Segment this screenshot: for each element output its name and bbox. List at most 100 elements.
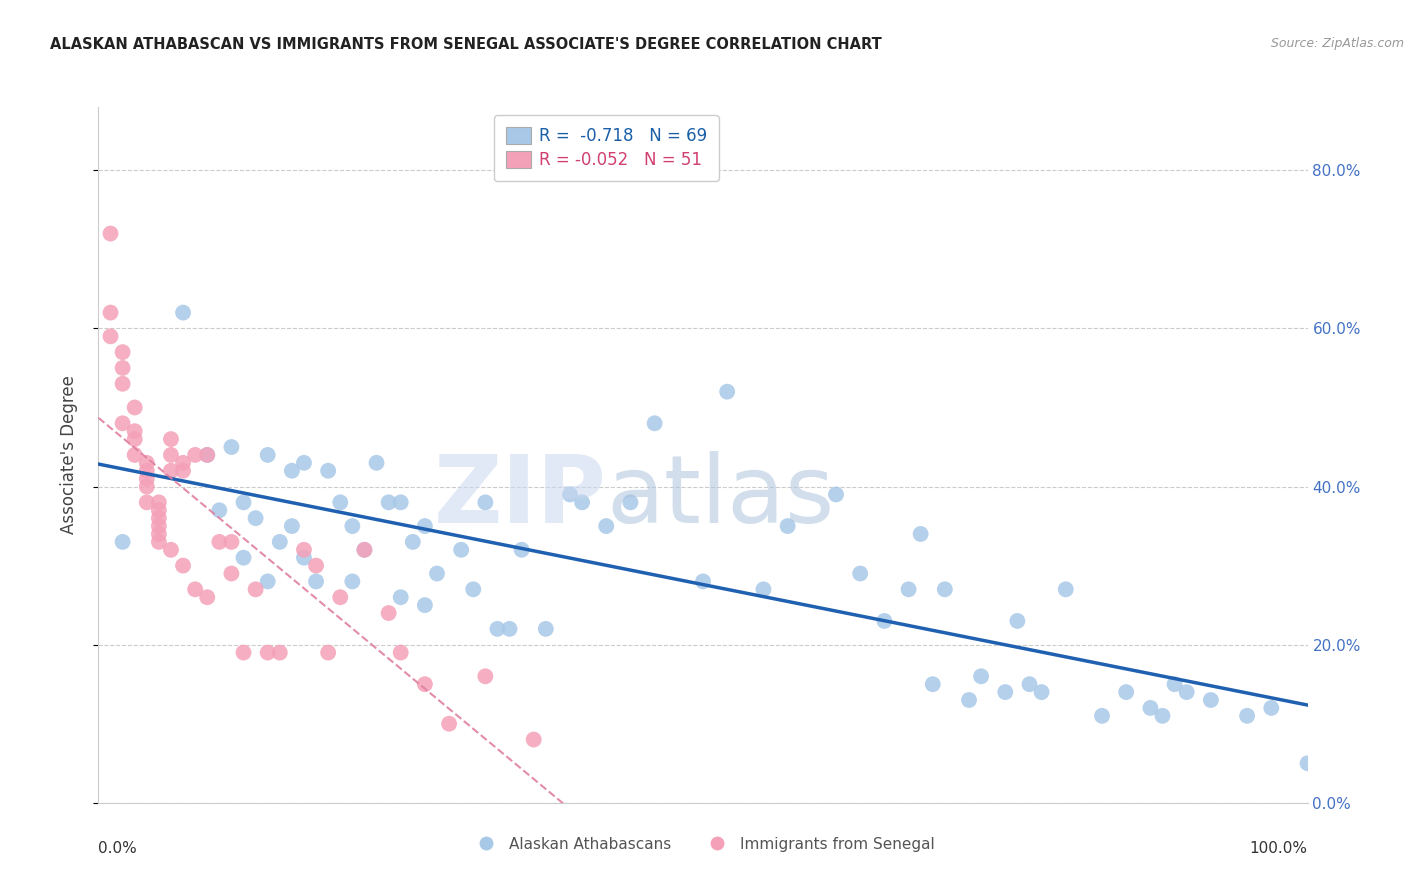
Point xyxy=(316,646,339,660)
Legend: Alaskan Athabascans, Immigrants from Senegal: Alaskan Athabascans, Immigrants from Sen… xyxy=(465,830,941,858)
Point xyxy=(124,401,146,415)
Point xyxy=(1296,756,1319,771)
Point xyxy=(316,464,339,478)
Point xyxy=(135,464,157,478)
Point xyxy=(389,591,412,605)
Point xyxy=(619,495,641,509)
Y-axis label: Associate's Degree: Associate's Degree xyxy=(59,376,77,534)
Point xyxy=(124,424,146,438)
Text: 0.0%: 0.0% xyxy=(98,841,138,856)
Point xyxy=(148,519,170,533)
Point xyxy=(221,566,243,581)
Point xyxy=(450,542,472,557)
Point xyxy=(463,582,485,597)
Point xyxy=(111,534,134,549)
Point xyxy=(172,305,194,319)
Point xyxy=(292,542,315,557)
Point xyxy=(692,574,714,589)
Point xyxy=(1018,677,1040,691)
Point xyxy=(437,716,460,731)
Point xyxy=(111,376,134,391)
Point xyxy=(111,360,134,375)
Point xyxy=(377,495,399,509)
Point xyxy=(510,542,533,557)
Point xyxy=(849,566,872,581)
Point xyxy=(269,534,291,549)
Point xyxy=(305,574,328,589)
Point xyxy=(281,464,304,478)
Point xyxy=(353,542,375,557)
Point xyxy=(111,417,134,431)
Point xyxy=(184,448,207,462)
Point xyxy=(329,591,352,605)
Point xyxy=(910,527,932,541)
Point xyxy=(571,495,593,509)
Point xyxy=(644,417,666,431)
Point xyxy=(292,550,315,565)
Text: 100.0%: 100.0% xyxy=(1250,841,1308,856)
Point xyxy=(1175,685,1198,699)
Point xyxy=(389,495,412,509)
Point xyxy=(329,495,352,509)
Point xyxy=(342,519,364,533)
Point xyxy=(934,582,956,597)
Point xyxy=(486,622,509,636)
Point xyxy=(1163,677,1185,691)
Point xyxy=(232,495,254,509)
Point xyxy=(100,305,122,319)
Point xyxy=(148,503,170,517)
Point xyxy=(148,527,170,541)
Point xyxy=(1236,708,1258,723)
Point xyxy=(245,511,267,525)
Point xyxy=(111,345,134,359)
Point xyxy=(342,574,364,589)
Point xyxy=(413,519,436,533)
Point xyxy=(148,534,170,549)
Point xyxy=(232,646,254,660)
Point xyxy=(558,487,581,501)
Point xyxy=(389,646,412,660)
Point xyxy=(1152,708,1174,723)
Point xyxy=(221,534,243,549)
Point xyxy=(195,591,218,605)
Text: ALASKAN ATHABASCAN VS IMMIGRANTS FROM SENEGAL ASSOCIATE'S DEGREE CORRELATION CHA: ALASKAN ATHABASCAN VS IMMIGRANTS FROM SE… xyxy=(51,37,882,53)
Point xyxy=(100,227,122,241)
Text: atlas: atlas xyxy=(606,450,835,542)
Point xyxy=(160,432,183,446)
Point xyxy=(124,448,146,462)
Point xyxy=(160,542,183,557)
Point xyxy=(135,456,157,470)
Point xyxy=(1139,701,1161,715)
Point xyxy=(752,582,775,597)
Point xyxy=(195,448,218,462)
Point xyxy=(100,329,122,343)
Point xyxy=(1031,685,1053,699)
Point xyxy=(994,685,1017,699)
Point xyxy=(353,542,375,557)
Point xyxy=(172,558,194,573)
Point xyxy=(160,448,183,462)
Point xyxy=(135,472,157,486)
Point xyxy=(413,598,436,612)
Point xyxy=(534,622,557,636)
Point xyxy=(474,495,496,509)
Point xyxy=(825,487,848,501)
Point xyxy=(172,456,194,470)
Point xyxy=(1054,582,1077,597)
Point xyxy=(474,669,496,683)
Point xyxy=(921,677,943,691)
Point xyxy=(245,582,267,597)
Point xyxy=(1115,685,1137,699)
Point xyxy=(221,440,243,454)
Point xyxy=(426,566,449,581)
Point xyxy=(184,582,207,597)
Point xyxy=(269,646,291,660)
Point xyxy=(897,582,920,597)
Point xyxy=(595,519,617,533)
Point xyxy=(208,534,231,549)
Point xyxy=(305,558,328,573)
Point xyxy=(232,550,254,565)
Point xyxy=(135,479,157,493)
Point xyxy=(292,456,315,470)
Text: Source: ZipAtlas.com: Source: ZipAtlas.com xyxy=(1271,37,1405,51)
